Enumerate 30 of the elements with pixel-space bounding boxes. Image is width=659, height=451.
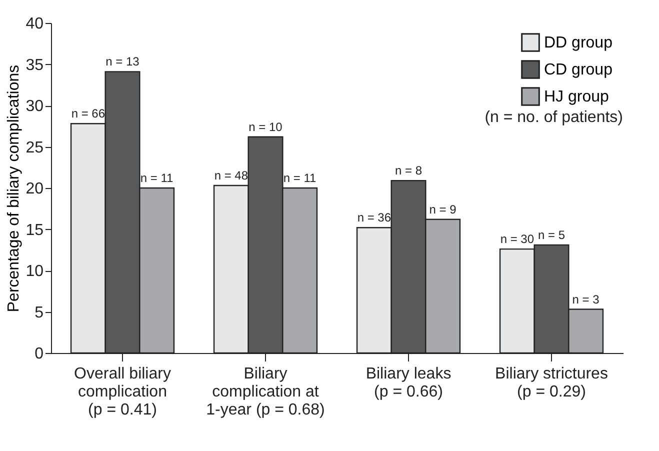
y-tick-label: 5 bbox=[34, 304, 44, 322]
annotation: n = 8 bbox=[394, 164, 422, 178]
annotation: n = 48 bbox=[214, 168, 248, 183]
x-tick-label: Biliary strictures (p = 0.29) bbox=[495, 366, 608, 400]
annotation: n = 30 bbox=[500, 232, 534, 246]
x-tick-label: Biliary leaks (p = 0.66) bbox=[366, 366, 452, 400]
legend-label: HJ group bbox=[544, 88, 610, 106]
annotation: n = 11 bbox=[283, 171, 317, 185]
annotation: n = 5 bbox=[538, 228, 566, 242]
annotation: n = 13 bbox=[106, 54, 140, 69]
x-tick-label: Overall biliary complication (p = 0.41) bbox=[74, 366, 171, 418]
annotation: n = 36 bbox=[357, 210, 392, 225]
annotation: n = 9 bbox=[429, 202, 457, 216]
annotation: n = 10 bbox=[248, 120, 283, 134]
y-tick-label: 25 bbox=[26, 139, 44, 156]
y-axis-title: Percentage of biliary complications bbox=[6, 64, 23, 312]
y-tick-label: 0 bbox=[34, 346, 44, 362]
y-tick-label: 15 bbox=[26, 222, 44, 239]
legend-label: DD group bbox=[544, 34, 613, 52]
y-tick-label: 30 bbox=[26, 98, 44, 115]
y-tick-label: 20 bbox=[26, 180, 44, 198]
y-tick-label: 10 bbox=[26, 263, 44, 280]
y-tick-label: 40 bbox=[26, 16, 44, 32]
annotation: n = 66 bbox=[71, 106, 106, 121]
annotation: n = 3 bbox=[572, 292, 600, 306]
y-tick-label: 35 bbox=[26, 56, 44, 74]
legend-label: CD group bbox=[544, 62, 613, 78]
annotation: n = 11 bbox=[140, 171, 174, 185]
x-tick-label: Biliary complication at 1-year (p = 0.68) bbox=[206, 366, 325, 418]
annotation: (n = no. of patients) bbox=[484, 109, 623, 126]
